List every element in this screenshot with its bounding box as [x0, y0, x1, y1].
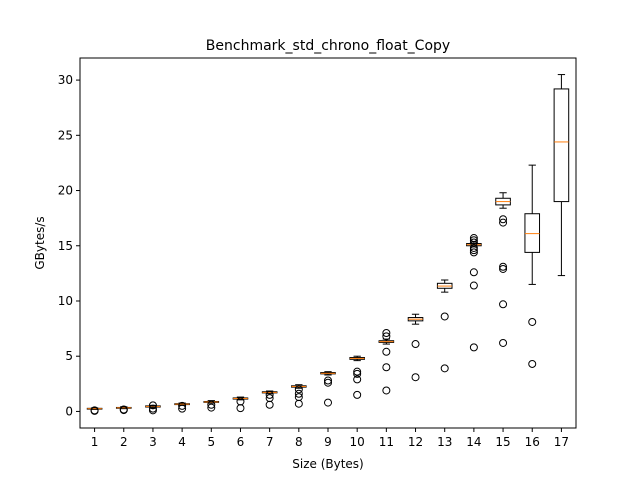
flier-point: [324, 376, 332, 385]
flier-point: [353, 369, 362, 378]
box-11: [378, 329, 395, 395]
x-tick-label: 7: [266, 435, 274, 449]
box-16: [524, 164, 541, 368]
flier-point: [382, 332, 391, 341]
flier-point: [382, 347, 391, 356]
x-tick-label: 14: [466, 435, 481, 449]
x-tick-label: 17: [554, 435, 569, 449]
flier-point: [382, 329, 391, 338]
flier-point: [353, 367, 362, 376]
flier-point: [294, 389, 303, 398]
x-tick-label: 16: [525, 435, 540, 449]
y-tick-label: 15: [58, 239, 73, 253]
box-8: [291, 384, 307, 408]
plot-frame: [79, 57, 577, 429]
flier-point: [469, 281, 478, 290]
flier-point: [528, 317, 537, 326]
y-tick-label: 5: [65, 349, 73, 363]
flier-point: [469, 243, 478, 252]
x-tick-label: 6: [237, 435, 245, 449]
flier-point: [382, 363, 391, 372]
x-tick-label: 12: [408, 435, 423, 449]
flier-point: [469, 246, 478, 255]
x-tick-label: 13: [437, 435, 452, 449]
box-4: [174, 401, 190, 413]
x-tick-label: 3: [149, 435, 157, 449]
flier-point: [324, 378, 332, 387]
flier-point: [499, 338, 508, 347]
box-9: [320, 371, 336, 407]
x-axis-label: Size (Bytes): [292, 457, 363, 471]
flier-point: [207, 403, 216, 412]
x-tick-label: 15: [495, 435, 510, 449]
x-tick-label: 5: [207, 435, 215, 449]
flier-point: [469, 248, 478, 257]
y-tick-label: 30: [58, 73, 73, 87]
y-axis: 0 5 10 15 20 25 30: [58, 73, 80, 418]
y-tick-label: 0: [65, 404, 73, 418]
flier-point: [499, 218, 508, 227]
box-3: [145, 401, 161, 415]
chart-title: Benchmark_std_chrono_float_Copy: [206, 38, 450, 54]
flier-point: [499, 300, 508, 309]
flier-point: [528, 359, 537, 368]
y-tick-label: 25: [58, 128, 73, 142]
box-10: [349, 355, 365, 399]
y-tick-label: 10: [58, 294, 73, 308]
flier-point: [90, 406, 99, 415]
flier-point: [469, 236, 478, 245]
flier-point: [469, 234, 478, 243]
flier-point: [469, 268, 478, 277]
box-iqr: [553, 88, 570, 203]
flier-point: [440, 312, 449, 321]
flier-point: [119, 406, 128, 415]
flier-point: [499, 215, 508, 224]
box-5: [203, 400, 220, 412]
x-tick-label: 2: [120, 435, 128, 449]
box-13: [436, 279, 453, 373]
x-tick-label: 8: [295, 435, 303, 449]
flier-point: [469, 238, 478, 247]
flier-point: [353, 375, 362, 384]
box-1: [86, 406, 103, 415]
flier-point: [265, 400, 274, 409]
x-tick-label: 9: [324, 435, 332, 449]
box-7: [261, 390, 278, 409]
x-tick-label: 4: [178, 435, 186, 449]
box-iqr: [524, 213, 541, 253]
flier-point: [207, 400, 216, 409]
flier-point: [411, 340, 420, 349]
x-tick-label: 10: [350, 435, 365, 449]
flier-point: [236, 404, 245, 413]
flier-point: [294, 399, 303, 408]
flier-point: [411, 373, 420, 382]
flier-point: [148, 401, 157, 410]
flier-point: [265, 390, 274, 399]
flier-point: [324, 398, 332, 407]
y-axis-label: GBytes/s: [33, 216, 47, 269]
box-2: [115, 405, 132, 415]
flier-point: [382, 386, 391, 395]
flier-point: [499, 264, 508, 273]
box-17: [553, 74, 570, 277]
x-tick-label: 1: [91, 435, 99, 449]
flier-point: [499, 262, 508, 271]
box-14: [466, 234, 482, 352]
flier-point: [440, 364, 449, 373]
flier-point: [178, 404, 187, 413]
box-series: [86, 74, 570, 415]
x-tick-label: 11: [379, 435, 394, 449]
flier-point: [469, 343, 478, 352]
box-15: [495, 192, 511, 347]
y-tick-label: 20: [58, 184, 73, 198]
box-6: [232, 396, 249, 413]
flier-point: [353, 390, 362, 399]
flier-point: [148, 406, 157, 415]
box-12: [407, 313, 424, 382]
flier-point: [178, 401, 187, 410]
flier-point: [294, 385, 303, 394]
x-axis: 1 2 3 4 5 6 7 8 9 10 11 12 13 14 15 16 17: [91, 428, 569, 449]
